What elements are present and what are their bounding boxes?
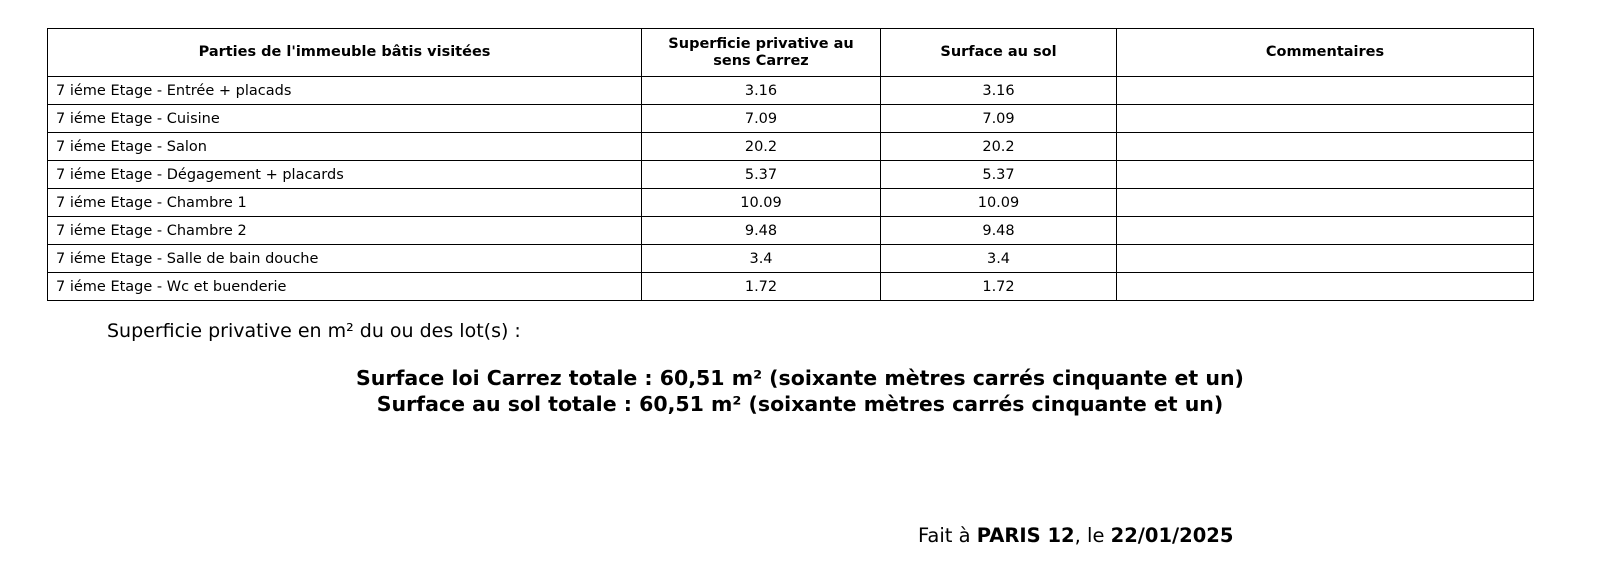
comment-cell <box>1116 132 1534 161</box>
part-cell: 7 iéme Etage - Salon <box>47 132 642 161</box>
table-row: 7 iéme Etage - Wc et buenderie 1.72 1.72 <box>47 272 1534 301</box>
carrez-cell: 5.37 <box>641 160 881 189</box>
footer-middle: , le <box>1074 524 1105 547</box>
sol-cell: 3.16 <box>880 76 1117 105</box>
comment-cell <box>1116 272 1534 301</box>
table-row: 7 iéme Etage - Entrée + placads 3.16 3.16 <box>47 76 1534 105</box>
header-cell: Parties de l'immeuble bâtis visitées <box>47 28 642 77</box>
carrez-cell: 7.09 <box>641 104 881 133</box>
carrez-total: Surface loi Carrez totale : 60,51 m² (so… <box>356 366 1244 390</box>
part-cell: 7 iéme Etage - Entrée + placads <box>47 76 642 105</box>
table-row: 7 iéme Etage - Chambre 1 10.09 10.09 <box>47 188 1534 217</box>
comment-cell <box>1116 104 1534 133</box>
carrez-cell: 1.72 <box>641 272 881 301</box>
table-row: 7 iéme Etage - Chambre 2 9.48 9.48 <box>47 216 1534 245</box>
sol-cell: 7.09 <box>880 104 1117 133</box>
surface-table: Parties de l'immeuble bâtis visitées Supe… <box>47 28 1534 301</box>
table-row: 7 iéme Etage - Salon 20.2 20.2 <box>47 132 1534 161</box>
comment-cell <box>1116 216 1534 245</box>
comment-cell <box>1116 160 1534 189</box>
table-row: 7 iéme Etage - Dégagement + placards 5.37… <box>47 160 1534 189</box>
part-cell: 7 iéme Etage - Cuisine <box>47 104 642 133</box>
header-cell: Superficie privative au sens Carrez <box>641 28 881 77</box>
footer-city: PARIS 12 <box>976 524 1075 547</box>
part-cell: 7 iéme Etage - Salle de bain douche <box>47 244 642 273</box>
header-row: Parties de l'immeuble bâtis visitées Supe… <box>47 28 1534 77</box>
sol-cell: 5.37 <box>880 160 1117 189</box>
part-cell: 7 iéme Etage - Wc et buenderie <box>47 272 642 301</box>
carrez-cell: 3.16 <box>641 76 881 105</box>
carrez-cell: 9.48 <box>641 216 881 245</box>
carrez-cell: 20.2 <box>641 132 881 161</box>
summary-label: Superficie privative en m² du ou des lot… <box>107 320 521 342</box>
sol-total: Surface au sol totale : 60,51 m² (soixan… <box>376 392 1224 416</box>
footer-date: 22/01/2025 <box>1110 524 1234 547</box>
carrez-cell: 10.09 <box>641 188 881 217</box>
part-cell: 7 iéme Etage - Dégagement + placards <box>47 160 642 189</box>
header-cell: Surface au sol <box>880 28 1117 77</box>
footer: Fait à PARIS 12, le 22/01/2025 <box>918 524 1233 547</box>
carrez-cell: 3.4 <box>641 244 881 273</box>
part-cell: 7 iéme Etage - Chambre 1 <box>47 188 642 217</box>
sol-cell: 10.09 <box>880 188 1117 217</box>
sol-cell: 3.4 <box>880 244 1117 273</box>
sol-cell: 20.2 <box>880 132 1117 161</box>
sol-cell: 1.72 <box>880 272 1117 301</box>
comment-cell <box>1116 188 1534 217</box>
part-cell: 7 iéme Etage - Chambre 2 <box>47 216 642 245</box>
comment-cell <box>1116 76 1534 105</box>
table-row: 7 iéme Etage - Cuisine 7.09 7.09 <box>47 104 1534 133</box>
sol-cell: 9.48 <box>880 216 1117 245</box>
header-cell: Commentaires <box>1116 28 1534 77</box>
table-row: 7 iéme Etage - Salle de bain douche 3.4 3.… <box>47 244 1534 273</box>
footer-prefix: Fait à <box>918 524 971 547</box>
comment-cell <box>1116 244 1534 273</box>
